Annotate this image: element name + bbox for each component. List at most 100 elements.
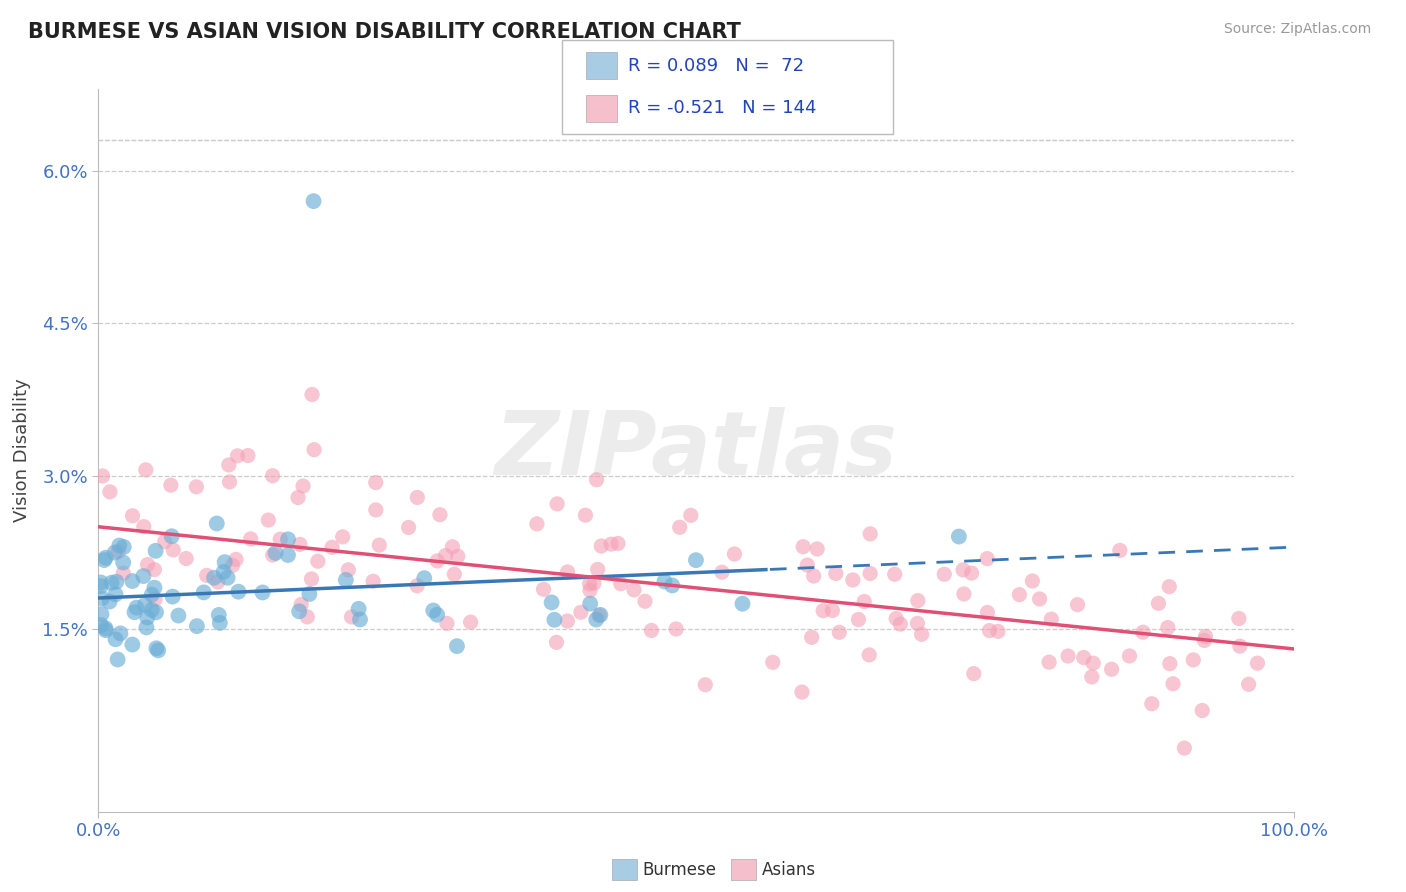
Point xyxy=(349,612,371,626)
Point xyxy=(953,587,976,601)
Point xyxy=(976,606,998,620)
Point xyxy=(634,594,657,608)
Point xyxy=(569,605,592,619)
Point xyxy=(107,544,129,558)
Point xyxy=(141,588,163,602)
Point xyxy=(94,550,117,565)
Point xyxy=(167,608,190,623)
Point xyxy=(1227,611,1250,625)
Point xyxy=(1040,612,1063,626)
Point xyxy=(269,532,291,546)
Point xyxy=(585,473,607,487)
Point xyxy=(108,539,131,553)
Point xyxy=(1073,650,1095,665)
Point xyxy=(1157,621,1180,635)
Point xyxy=(90,575,112,590)
Point xyxy=(422,603,444,617)
Point xyxy=(364,475,387,490)
Point xyxy=(112,540,135,554)
Point xyxy=(586,562,609,576)
Point xyxy=(574,508,596,523)
Point xyxy=(110,626,132,640)
Point xyxy=(290,598,312,612)
Point xyxy=(218,458,240,472)
Point xyxy=(1246,656,1268,670)
Point xyxy=(1194,633,1216,648)
Point xyxy=(1159,657,1181,671)
Point xyxy=(321,541,343,555)
Text: R = -0.521   N = 144: R = -0.521 N = 144 xyxy=(628,99,817,117)
Point xyxy=(186,619,208,633)
Point xyxy=(1081,670,1104,684)
Point xyxy=(609,576,631,591)
Point xyxy=(585,613,607,627)
Point xyxy=(911,627,934,641)
Text: Burmese: Burmese xyxy=(643,861,717,879)
Point xyxy=(1147,596,1170,610)
Point xyxy=(426,554,449,568)
Point xyxy=(239,532,262,546)
Point xyxy=(207,574,229,589)
Point xyxy=(1101,662,1123,676)
Point xyxy=(226,449,249,463)
Point xyxy=(107,652,129,666)
Point xyxy=(132,519,155,533)
Text: BURMESE VS ASIAN VISION DISABILITY CORRELATION CHART: BURMESE VS ASIAN VISION DISABILITY CORRE… xyxy=(28,22,741,42)
Point xyxy=(335,573,357,587)
Point xyxy=(588,608,610,623)
Text: ZIPatlas: ZIPatlas xyxy=(495,407,897,494)
Point xyxy=(1008,588,1031,602)
Point xyxy=(100,575,122,590)
Point xyxy=(824,566,846,581)
Point xyxy=(257,513,280,527)
Point xyxy=(193,585,215,599)
Point xyxy=(695,678,717,692)
Point xyxy=(121,638,143,652)
Point xyxy=(136,558,159,572)
Point xyxy=(582,576,605,591)
Point xyxy=(143,581,166,595)
Point xyxy=(302,442,325,457)
Point xyxy=(398,520,420,534)
Point xyxy=(790,685,813,699)
Point xyxy=(723,547,745,561)
Point xyxy=(546,635,568,649)
Point xyxy=(236,449,259,463)
Point xyxy=(661,578,683,592)
Point xyxy=(1021,574,1043,588)
Point xyxy=(607,536,630,550)
Point xyxy=(221,558,243,573)
Point xyxy=(853,594,876,608)
Point xyxy=(1182,653,1205,667)
Point xyxy=(821,603,844,617)
Point xyxy=(132,569,155,583)
Point xyxy=(90,579,112,593)
Point xyxy=(1229,639,1251,653)
Point xyxy=(160,529,183,543)
Point xyxy=(907,593,929,607)
Point xyxy=(364,503,387,517)
Point xyxy=(1109,543,1132,558)
Point xyxy=(792,540,814,554)
Point xyxy=(153,534,176,549)
Point xyxy=(186,480,208,494)
Point xyxy=(134,598,156,612)
Point xyxy=(406,491,429,505)
Point xyxy=(93,553,115,567)
Point xyxy=(104,632,127,647)
Point xyxy=(121,508,143,523)
Point xyxy=(883,567,905,582)
Point xyxy=(262,548,284,562)
Point xyxy=(803,569,825,583)
Point xyxy=(1057,648,1080,663)
Point xyxy=(288,604,311,618)
Point xyxy=(540,595,562,609)
Point xyxy=(121,574,143,588)
Point xyxy=(907,616,929,631)
Point xyxy=(679,508,702,523)
Point xyxy=(208,615,231,630)
Point xyxy=(90,591,112,606)
Point xyxy=(848,613,870,627)
Point xyxy=(413,571,436,585)
Point xyxy=(136,610,159,624)
